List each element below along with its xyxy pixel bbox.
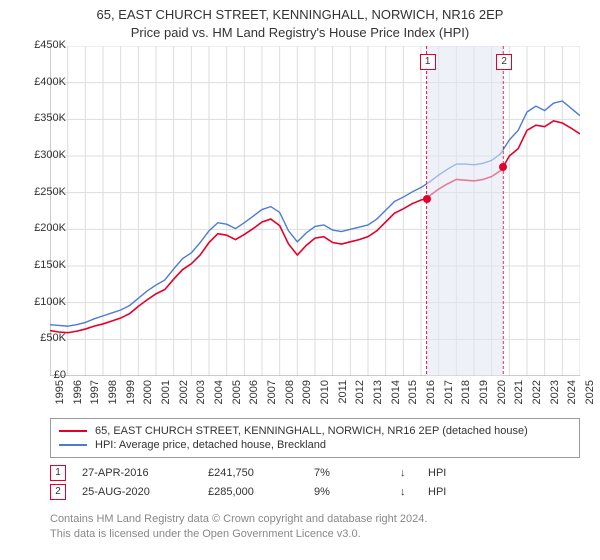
sale-diff: 7% <box>314 467 384 479</box>
y-tick-label: £400K <box>6 76 66 88</box>
x-tick-label: 2009 <box>301 380 313 404</box>
x-tick-label: 2015 <box>407 380 419 404</box>
sale-badge: 1 <box>50 465 66 481</box>
x-tick-label: 2004 <box>213 380 225 404</box>
x-tick-label: 2018 <box>460 380 472 404</box>
legend-label: HPI: Average price, detached house, Brec… <box>95 439 326 451</box>
footer-line2: This data is licensed under the Open Gov… <box>50 527 580 542</box>
sale-marker-dot <box>423 195 431 203</box>
sale-price: £285,000 <box>208 486 298 498</box>
down-arrow-icon: ↓ <box>400 486 412 498</box>
y-tick-label: £200K <box>6 222 66 234</box>
y-tick-label: £150K <box>6 259 66 271</box>
x-tick-label: 2002 <box>178 380 190 404</box>
down-arrow-icon: ↓ <box>400 467 412 479</box>
legend-item: HPI: Average price, detached house, Brec… <box>59 439 571 451</box>
y-tick-label: £350K <box>6 112 66 124</box>
legend-swatch <box>59 444 87 446</box>
legend: 65, EAST CHURCH STREET, KENNINGHALL, NOR… <box>50 418 580 458</box>
shaded-span <box>427 46 503 376</box>
x-tick-label: 1998 <box>107 380 119 404</box>
sale-price: £241,750 <box>208 467 298 479</box>
x-tick-label: 1997 <box>89 380 101 404</box>
sale-marker-flag: 2 <box>496 54 512 70</box>
sale-marker-flag: 1 <box>420 54 436 70</box>
title-block: 65, EAST CHURCH STREET, KENNINGHALL, NOR… <box>0 0 600 41</box>
x-tick-label: 2016 <box>425 380 437 404</box>
y-tick-label: £450K <box>6 39 66 51</box>
x-tick-label: 2020 <box>496 380 508 404</box>
x-tick-label: 2000 <box>142 380 154 404</box>
chart-container: 65, EAST CHURCH STREET, KENNINGHALL, NOR… <box>0 0 600 560</box>
sales-row: 1 27-APR-2016 £241,750 7% ↓ HPI <box>50 465 580 481</box>
x-tick-label: 2007 <box>266 380 278 404</box>
y-tick-label: £100K <box>6 296 66 308</box>
sale-badge: 2 <box>50 484 66 500</box>
y-tick-label: £300K <box>6 149 66 161</box>
legend-swatch <box>59 430 87 432</box>
x-tick-label: 2024 <box>566 380 578 404</box>
sale-vs: HPI <box>428 486 468 498</box>
x-tick-label: 2012 <box>354 380 366 404</box>
x-tick-label: 2011 <box>337 380 349 404</box>
x-tick-label: 2001 <box>160 380 172 404</box>
sale-marker-dot <box>499 163 507 171</box>
x-tick-label: 2025 <box>584 380 596 404</box>
x-tick-label: 1999 <box>125 380 137 404</box>
x-tick-label: 2005 <box>231 380 243 404</box>
sale-vs: HPI <box>428 467 468 479</box>
x-tick-label: 2021 <box>513 380 525 404</box>
x-tick-label: 2019 <box>478 380 490 404</box>
x-tick-label: 2006 <box>248 380 260 404</box>
y-tick-label: £250K <box>6 186 66 198</box>
legend-label: 65, EAST CHURCH STREET, KENNINGHALL, NOR… <box>95 425 528 437</box>
x-tick-label: 2017 <box>443 380 455 404</box>
footer-attribution: Contains HM Land Registry data © Crown c… <box>50 512 580 542</box>
footer-line1: Contains HM Land Registry data © Crown c… <box>50 512 580 527</box>
sale-date: 27-APR-2016 <box>82 467 192 479</box>
x-tick-label: 2013 <box>372 380 384 404</box>
sales-row: 2 25-AUG-2020 £285,000 9% ↓ HPI <box>50 484 580 500</box>
x-tick-label: 2023 <box>549 380 561 404</box>
sale-date: 25-AUG-2020 <box>82 486 192 498</box>
x-tick-label: 1996 <box>72 380 84 404</box>
x-tick-label: 2003 <box>195 380 207 404</box>
x-tick-label: 2010 <box>319 380 331 404</box>
sales-table: 1 27-APR-2016 £241,750 7% ↓ HPI 2 25-AUG… <box>50 462 580 503</box>
title-line1: 65, EAST CHURCH STREET, KENNINGHALL, NOR… <box>0 6 600 24</box>
sale-diff: 9% <box>314 486 384 498</box>
title-line2: Price paid vs. HM Land Registry's House … <box>0 24 600 42</box>
x-tick-label: 1995 <box>54 380 66 404</box>
legend-item: 65, EAST CHURCH STREET, KENNINGHALL, NOR… <box>59 425 571 437</box>
x-tick-label: 2014 <box>390 380 402 404</box>
y-tick-label: £50K <box>6 332 66 344</box>
x-tick-label: 2008 <box>284 380 296 404</box>
chart-plot-area: 12 <box>50 46 580 376</box>
x-tick-label: 2022 <box>531 380 543 404</box>
